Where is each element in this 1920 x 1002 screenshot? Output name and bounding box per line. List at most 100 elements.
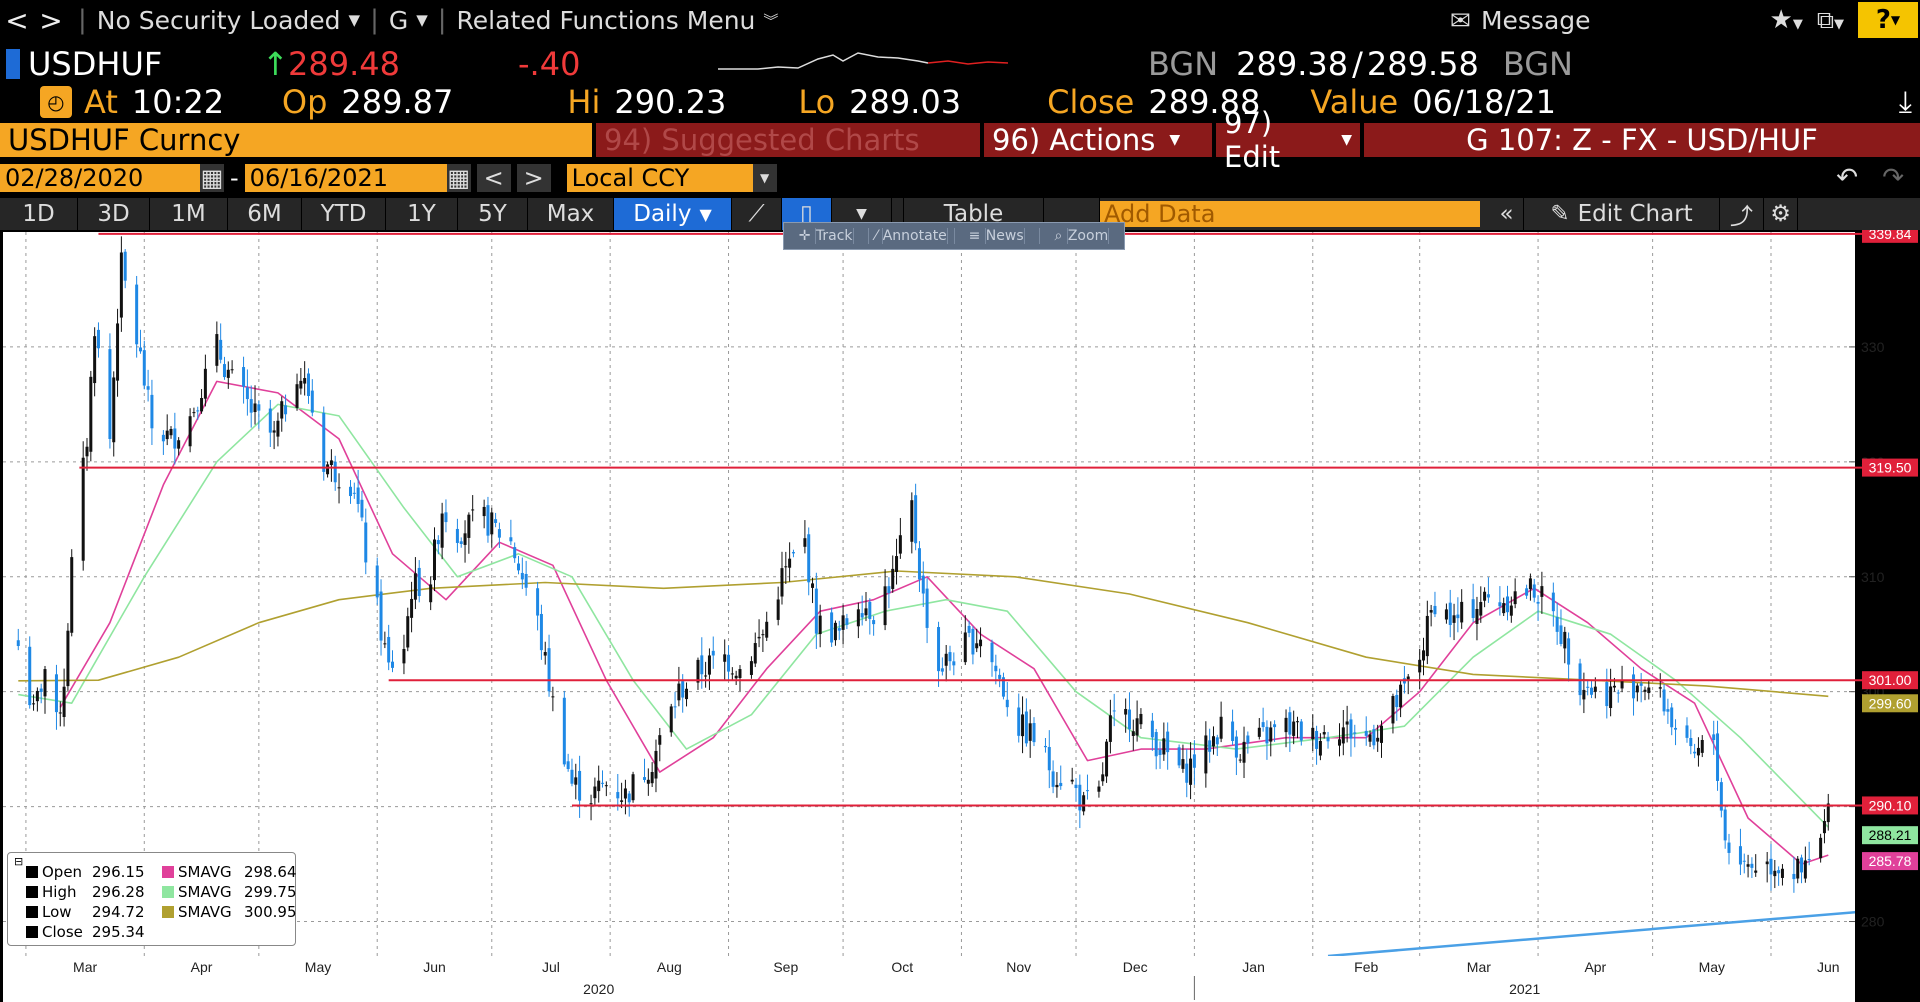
candle-body bbox=[1101, 774, 1105, 782]
candle-body bbox=[1620, 681, 1624, 689]
edit-menu[interactable]: 97) Edit ▼ bbox=[1216, 106, 1360, 174]
legend-swatch bbox=[26, 906, 38, 918]
candle-body bbox=[413, 573, 417, 600]
level-label: 290.10 bbox=[1869, 797, 1912, 813]
candle-body bbox=[1322, 732, 1326, 735]
candle-body bbox=[1444, 609, 1448, 620]
x-tick-label: May bbox=[1699, 959, 1725, 975]
candle-body bbox=[54, 674, 58, 713]
security-name-field[interactable]: USDHUF Curncy bbox=[0, 123, 592, 157]
end-date-field[interactable]: 06/16/2021 bbox=[244, 164, 447, 192]
candle-body bbox=[150, 394, 154, 429]
currency-select[interactable]: Local CCY bbox=[566, 164, 753, 192]
level-label-box bbox=[1862, 671, 1918, 690]
add-data-input[interactable]: Add Data bbox=[1100, 200, 1480, 228]
annotate-tool[interactable]: ⁄ Annotate bbox=[869, 228, 955, 244]
candle-body bbox=[1769, 858, 1773, 875]
candle-body bbox=[723, 654, 727, 662]
candle-body bbox=[898, 535, 902, 554]
candle-body bbox=[1616, 692, 1620, 694]
chevron-down-icon[interactable]: ▼ bbox=[832, 198, 892, 230]
calendar-icon[interactable]: ▦ bbox=[446, 164, 471, 192]
news-tool[interactable]: ≡ News bbox=[955, 228, 1040, 244]
prev-period-button[interactable]: < bbox=[476, 164, 511, 192]
next-period-button[interactable]: > bbox=[516, 164, 551, 192]
candle-body bbox=[1826, 803, 1830, 823]
message-button[interactable]: ✉ Message bbox=[1450, 0, 1591, 40]
candle-body bbox=[463, 533, 467, 545]
divider: | bbox=[78, 5, 87, 35]
candle-body bbox=[1712, 734, 1716, 741]
candle-body bbox=[1471, 599, 1475, 618]
chart-legend[interactable]: ⊟ Open 296.15 High 296.28 Low 294.72 Close 2… bbox=[7, 852, 297, 946]
help-button[interactable]: ? ▼ bbox=[1858, 2, 1918, 38]
candle-body bbox=[887, 586, 891, 594]
candle-body bbox=[841, 615, 845, 630]
candle-body bbox=[1528, 578, 1532, 590]
g-menu-dropdown[interactable]: G ▼ bbox=[389, 6, 428, 35]
candle-body bbox=[578, 770, 582, 801]
candle-body bbox=[326, 464, 330, 475]
calendar-icon[interactable]: ▦ bbox=[200, 164, 224, 192]
candle-body bbox=[1154, 732, 1158, 757]
track-tool[interactable]: ✛ Track bbox=[784, 228, 870, 244]
price-candles bbox=[16, 236, 1830, 893]
actions-menu[interactable]: 96) Actions ▼ bbox=[984, 123, 1212, 157]
candle-body bbox=[230, 369, 234, 371]
candle-body bbox=[597, 780, 601, 792]
period-1d[interactable]: 1D bbox=[0, 198, 78, 230]
candle-body bbox=[146, 386, 150, 390]
candle-body bbox=[765, 621, 769, 638]
x-axis-band bbox=[3, 956, 1855, 1002]
candle-body bbox=[142, 350, 146, 386]
pdf-export-icon[interactable]: ⤓ bbox=[1898, 84, 1912, 120]
candle-body bbox=[1674, 727, 1678, 730]
frequency-dropdown[interactable]: Daily ▼ bbox=[614, 198, 732, 230]
undo-icon[interactable]: ↶ bbox=[1836, 163, 1858, 193]
candle-body bbox=[1150, 720, 1154, 738]
price-chart[interactable]: 280290300310320330 MarAprMayJunJulAugSep… bbox=[0, 230, 1920, 1002]
candle-body bbox=[1742, 860, 1746, 862]
candle-body bbox=[310, 390, 314, 413]
chevron-down-icon[interactable]: ▼ bbox=[752, 164, 777, 192]
forward-button[interactable]: > bbox=[39, 3, 63, 37]
period-ytd[interactable]: YTD bbox=[302, 198, 386, 230]
zoom-tool[interactable]: ⌕ Zoom bbox=[1040, 228, 1124, 244]
suggested-charts-button[interactable]: 94) Suggested Charts bbox=[596, 123, 980, 157]
related-functions-menu[interactable]: Related Functions Menu ︾ bbox=[457, 6, 779, 35]
candle-body bbox=[1567, 638, 1571, 665]
chart-type-icon[interactable]: ⤴ bbox=[1720, 198, 1764, 230]
back-button[interactable]: < bbox=[5, 3, 29, 37]
legend-collapse-icon[interactable]: ⊟ bbox=[14, 855, 24, 868]
start-date-field[interactable]: 02/28/2020 bbox=[0, 164, 200, 192]
period-5y[interactable]: 5Y bbox=[458, 198, 528, 230]
candle-body bbox=[975, 643, 979, 649]
candle-body bbox=[161, 434, 165, 442]
collapse-icon[interactable]: « bbox=[1490, 198, 1524, 230]
candle-body bbox=[994, 665, 998, 672]
candle-body bbox=[1326, 737, 1330, 742]
candle-body bbox=[192, 412, 196, 414]
period-3d[interactable]: 3D bbox=[78, 198, 150, 230]
candle-body bbox=[242, 367, 246, 387]
edit-chart-button[interactable]: ✎ Edit Chart bbox=[1524, 198, 1720, 230]
favorite-star-icon[interactable]: ★▼ bbox=[1769, 5, 1803, 35]
line-chart-icon[interactable]: ⟋ bbox=[732, 198, 782, 230]
gear-icon[interactable]: ⚙ bbox=[1764, 198, 1798, 230]
period-1y[interactable]: 1Y bbox=[386, 198, 458, 230]
x-tick-label: Dec bbox=[1123, 959, 1148, 975]
candle-body bbox=[390, 661, 394, 668]
candle-body bbox=[1819, 837, 1823, 859]
candle-body bbox=[1001, 677, 1005, 697]
redo-icon[interactable]: ↷ bbox=[1882, 163, 1904, 193]
candle-body bbox=[490, 512, 494, 535]
candle-body bbox=[39, 688, 43, 692]
security-dropdown[interactable]: No Security Loaded ▼ bbox=[97, 6, 360, 35]
period-max[interactable]: Max bbox=[528, 198, 614, 230]
candle-body bbox=[1070, 779, 1074, 782]
period-1m[interactable]: 1M bbox=[150, 198, 228, 230]
at-label: At bbox=[84, 83, 118, 121]
sma-line bbox=[18, 403, 1829, 828]
period-6m[interactable]: 6M bbox=[228, 198, 302, 230]
window-icon[interactable]: ⧉▼ bbox=[1816, 6, 1844, 34]
